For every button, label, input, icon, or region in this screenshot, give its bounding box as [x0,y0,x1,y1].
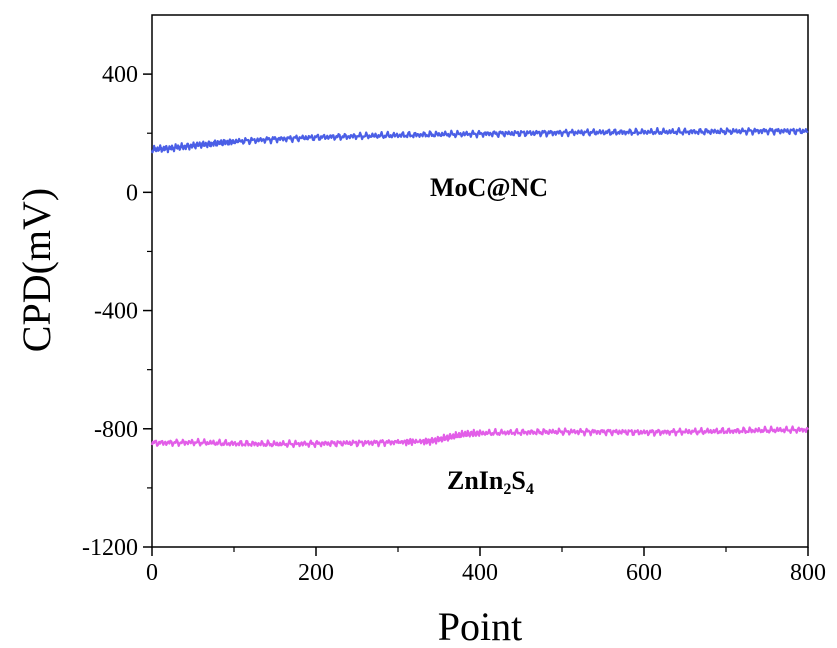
x-tick-label: 200 [298,560,334,586]
y-tick-label: 400 [102,62,138,88]
series-line-moc-nc [150,127,809,154]
annotation-znin2s4-mid: S [511,466,525,495]
y-tick-label: 0 [126,180,138,206]
x-tick-label: 600 [626,560,662,586]
series-layer [150,127,809,449]
y-tick-label: -800 [94,417,138,443]
annotation-znin2s4-base: ZnIn [447,466,504,495]
y-tick-label: -400 [94,299,138,325]
y-tick-label: -1200 [82,535,138,561]
series-line-znin2s4 [150,425,809,449]
tick-labels-layer: 0 200 400 600 800 -1200 -800 -400 0 400 [82,62,826,586]
y-axis-title: CPD(mV) [14,188,59,352]
x-axis-title: Point [438,604,522,648]
ticks-layer [143,73,809,556]
x-tick-label: 0 [146,560,158,586]
annotation-znin2s4-sub2: 4 [526,481,534,498]
annotation-znin2s4-sub1: 2 [503,481,511,498]
x-tick-label: 800 [790,560,826,586]
annotation-znin2s4: ZnIn2S4 [447,466,534,498]
x-tick-label: 400 [462,560,498,586]
annotation-moc-nc: MoC@NC [430,173,548,202]
